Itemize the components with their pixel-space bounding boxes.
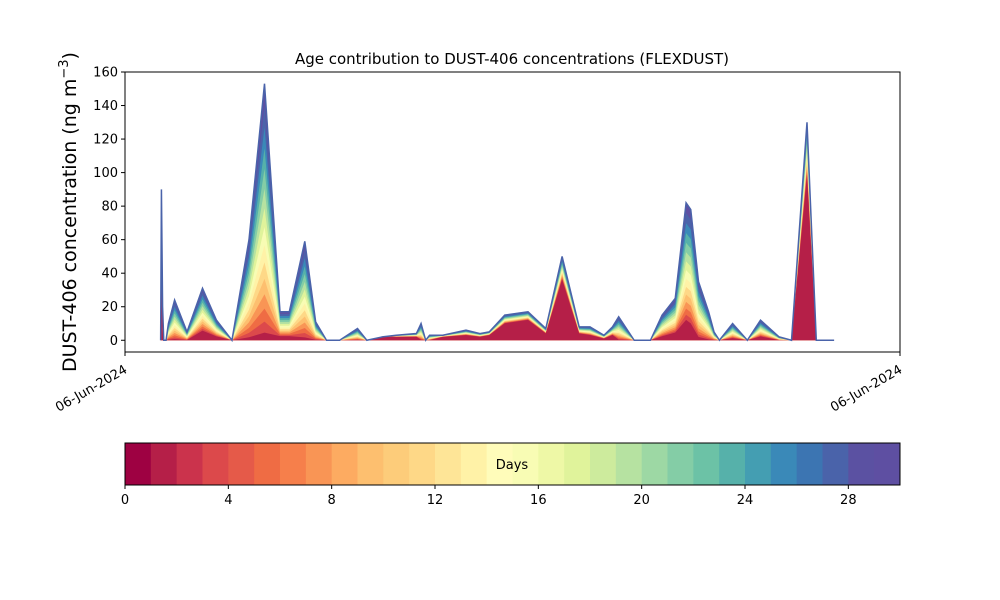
x-tick-label: 06-Jun-2024 — [828, 362, 905, 415]
colorbar-segment — [693, 443, 720, 485]
colorbar-frame — [124, 442, 901, 486]
colorbar-segment — [305, 443, 333, 485]
colorbar-tick-label: 24 — [737, 493, 754, 508]
colorbar-tick-label: 16 — [530, 493, 547, 508]
colorbar-segment — [615, 443, 643, 485]
colorbar-segment — [280, 443, 307, 485]
colorbar-segment — [176, 443, 203, 485]
colorbar-segment — [228, 443, 255, 485]
colorbar-segment — [383, 443, 410, 485]
colorbar-tick-label: 0 — [121, 493, 129, 508]
y-tick-label: 120 — [93, 133, 118, 148]
colorbar-segment — [202, 443, 229, 485]
y-tick-label: 100 — [93, 166, 118, 181]
colorbar-segment — [512, 443, 539, 485]
y-tick-label: 0 — [110, 334, 118, 349]
colorbar-segment — [848, 443, 875, 485]
colorbar-tick-label: 12 — [427, 493, 444, 508]
colorbar-segment — [770, 443, 798, 485]
colorbar-tick-label: 28 — [840, 493, 857, 508]
x-axis: 06-Jun-2024 06-Jun-2024 — [53, 352, 905, 415]
y-axis: 0 20 40 60 80 100 120 140 160 — [93, 66, 125, 349]
colorbar: 0 4 8 12 16 20 24 28 — [121, 442, 901, 508]
colorbar-segment — [641, 443, 668, 485]
plot-area — [124, 71, 901, 353]
colorbar-segment — [564, 443, 591, 485]
colorbar-segment — [745, 443, 772, 485]
colorbar-segment — [822, 443, 849, 485]
plot-frame — [124, 71, 901, 353]
colorbar-segment — [590, 443, 617, 485]
colorbar-segment — [486, 443, 513, 485]
y-tick-label: 160 — [93, 66, 118, 81]
colorbar-segment — [874, 443, 901, 485]
colorbar-segment — [460, 443, 488, 485]
colorbar-tick-label: 20 — [633, 493, 650, 508]
colorbar-segment — [254, 443, 281, 485]
colorbar-segment — [796, 443, 823, 485]
colorbar-segment — [331, 443, 358, 485]
y-tick-label: 40 — [101, 267, 118, 282]
y-tick-label: 140 — [93, 99, 118, 114]
chart-title: Age contribution to DUST-406 concentrati… — [295, 50, 729, 68]
colorbar-tick-label: 8 — [328, 493, 336, 508]
colorbar-segment — [125, 443, 152, 485]
y-tick-label: 20 — [101, 300, 118, 315]
colorbar-segment — [719, 443, 746, 485]
y-axis-label: DUST-406 concentration (ng m−3) — [57, 52, 81, 372]
colorbar-segment — [538, 443, 565, 485]
colorbar-segment — [435, 443, 462, 485]
y-tick-label: 60 — [101, 233, 118, 248]
colorbar-segment — [409, 443, 436, 485]
colorbar-segment — [667, 443, 694, 485]
colorbar-segment — [357, 443, 384, 485]
y-tick-label: 80 — [101, 200, 118, 215]
colorbar-tick-label: 4 — [224, 493, 232, 508]
colorbar-segment — [150, 443, 178, 485]
colorbar-label: Days — [496, 458, 529, 473]
total-concentration-line — [159, 83, 835, 343]
